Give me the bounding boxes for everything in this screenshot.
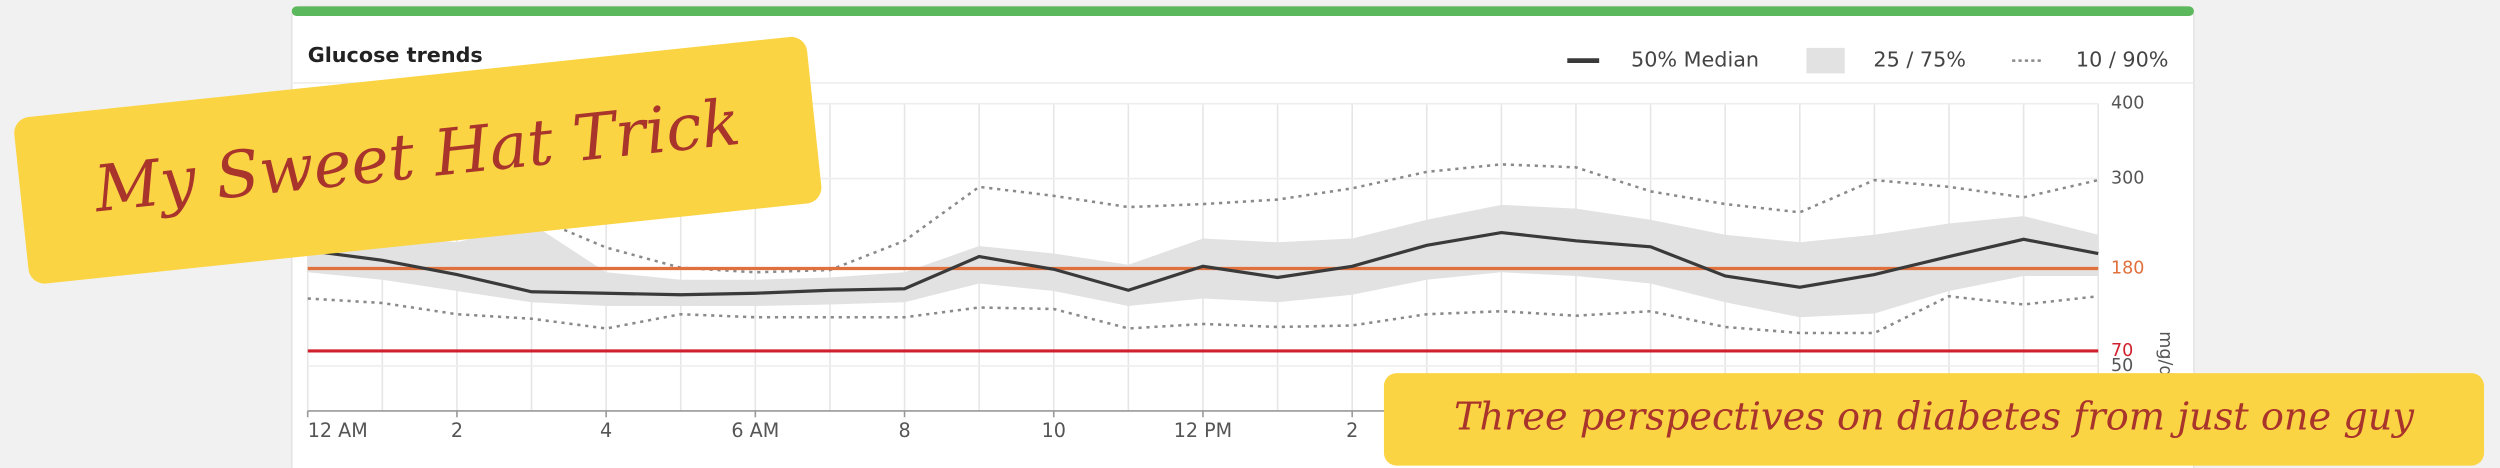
x-tick-label: 10 <box>1042 419 1066 442</box>
tagline: Three perspectives on diabetes from just… <box>1454 394 2414 439</box>
chart-title: Glucose trends <box>308 43 483 67</box>
y-axis-label: mg/dL <box>2155 331 2175 386</box>
x-tick-label: 2 <box>1346 419 1358 442</box>
legend-label: 10 / 90% <box>2076 48 2169 72</box>
x-tick-label: 12 PM <box>1174 419 1232 442</box>
card-accent <box>291 6 2194 16</box>
x-tick-label: 4 <box>600 419 612 442</box>
headline-box <box>14 36 822 284</box>
legend: 50% Median 25 / 75% 10 / 90% <box>1567 48 2168 74</box>
percentile-line <box>307 294 2099 335</box>
y-tick-label: 50 <box>2111 356 2133 376</box>
x-tick-label: 8 <box>898 419 910 442</box>
y-tick-label: 400 <box>2111 94 2144 114</box>
legend-label: 50% Median <box>1631 48 1759 72</box>
y-tick-label: 180 <box>2111 259 2144 279</box>
iqr-band <box>307 204 2099 318</box>
x-tick-label: 2 <box>451 419 463 442</box>
legend-label: 25 / 75% <box>1873 48 1966 72</box>
median-line <box>307 230 2099 297</box>
tagline-box <box>1383 373 2485 466</box>
y-tick-label: 300 <box>2111 169 2144 189</box>
x-tick-label: 6 AM <box>731 419 779 442</box>
x-tick-label: 12 AM <box>308 419 368 442</box>
y-tick-label: 70 <box>2111 341 2133 361</box>
legend-swatch <box>1806 47 1845 74</box>
headline-badge: My Sweet Hat Trick <box>14 36 822 284</box>
